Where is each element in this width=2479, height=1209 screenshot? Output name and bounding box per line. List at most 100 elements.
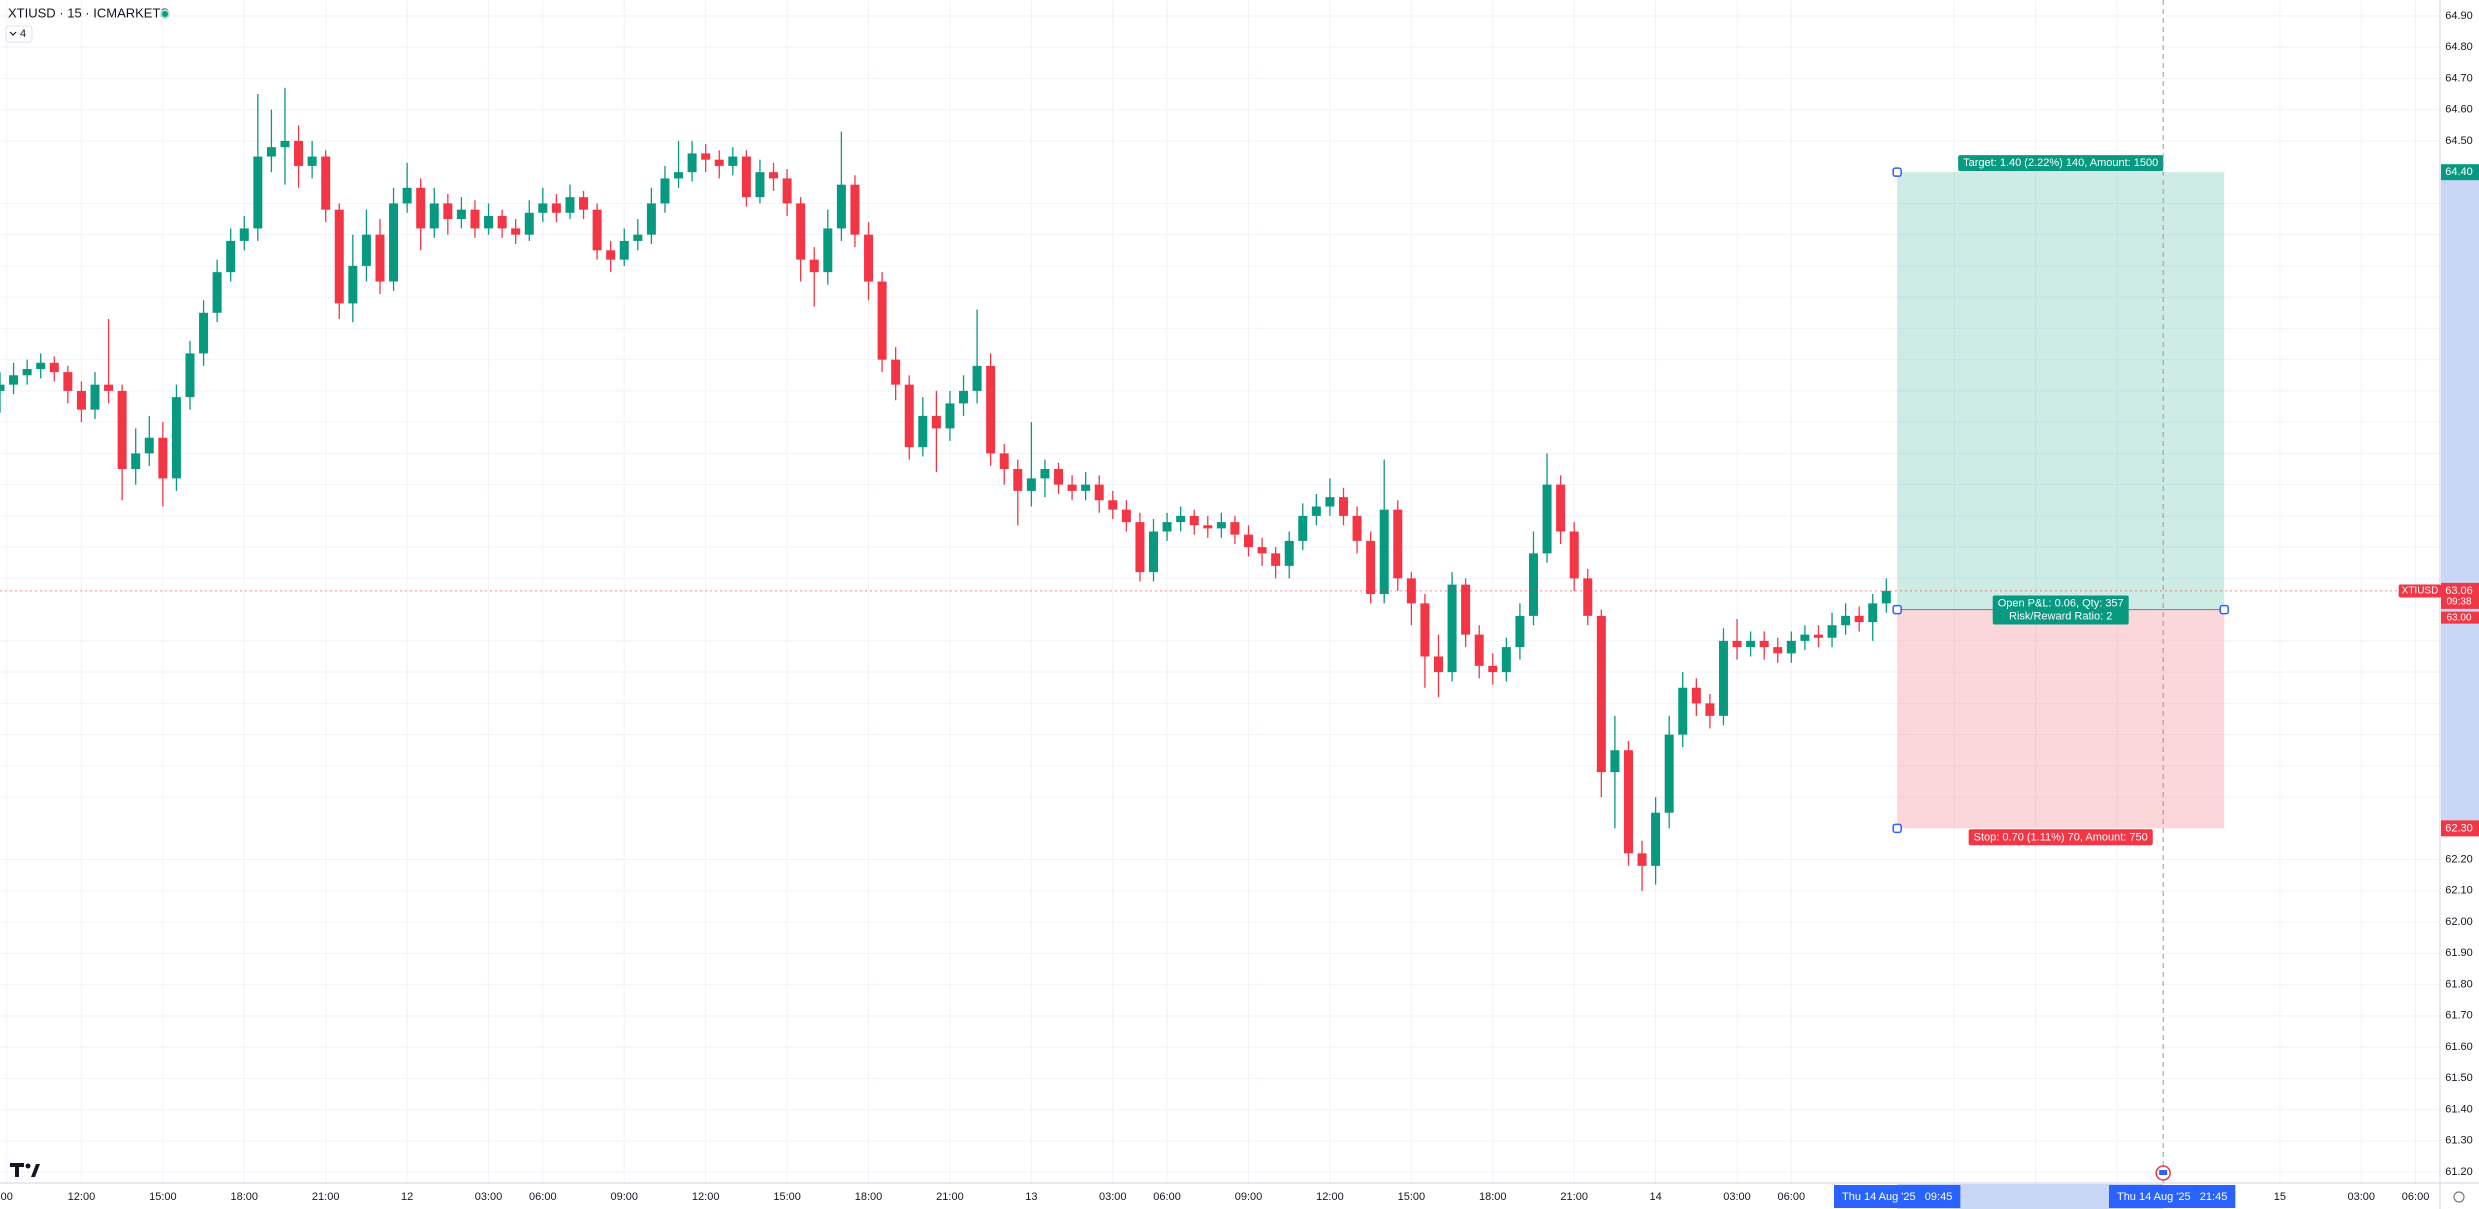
y-tick-label: 64.50	[2445, 135, 2473, 147]
y-tick-label: 61.30	[2445, 1135, 2473, 1147]
settings-icon[interactable]	[2453, 1191, 2465, 1203]
candle-body	[1827, 625, 1837, 638]
candle-body	[1311, 506, 1321, 516]
candle-body	[470, 209, 480, 229]
x-tick-label: 03:00	[1099, 1191, 1127, 1203]
candle-body	[511, 228, 521, 235]
candle-body	[701, 153, 711, 160]
y-tick-label: 64.90	[2445, 10, 2473, 22]
candle-body	[687, 153, 697, 173]
candle-body	[199, 312, 209, 354]
y-tick-label: 61.70	[2445, 1010, 2473, 1022]
candle-body	[1501, 647, 1511, 673]
candle-body	[1746, 640, 1756, 648]
candle-body	[1474, 634, 1484, 666]
candle-body	[809, 259, 819, 273]
x-tick-label: 03:00	[475, 1191, 503, 1203]
candle-body	[361, 234, 371, 266]
x-tick-label: 03:00	[2348, 1191, 2376, 1203]
candle-body	[307, 156, 317, 166]
candle-body	[1705, 703, 1715, 716]
x-tick-label: 14	[1649, 1191, 1661, 1203]
candle-body	[104, 384, 114, 391]
x-tick-label: 09:00	[610, 1191, 638, 1203]
candle-body	[1067, 484, 1077, 491]
start-time-label: Thu 14 Aug '25 09:45	[1842, 1191, 1952, 1203]
entry-price-label-bg	[2441, 611, 2479, 624]
candle-body	[714, 159, 724, 166]
candle-body	[144, 437, 154, 454]
candle-body	[1393, 509, 1403, 579]
candle-body	[1271, 553, 1281, 566]
candle-body	[1759, 640, 1769, 648]
drag-handle[interactable]	[2219, 604, 2229, 615]
candle-body	[579, 197, 589, 210]
x-tick-label: 13	[1025, 1191, 1037, 1203]
countdown-label: 09:38	[2446, 597, 2471, 608]
candle-body	[280, 140, 290, 148]
x-tick-label: 00	[1, 1191, 13, 1203]
status-dot	[162, 11, 168, 17]
candle-body	[389, 203, 399, 282]
drag-handle[interactable]	[1892, 604, 1902, 615]
candle-body	[1596, 615, 1606, 773]
target-price-label-bg	[2441, 164, 2479, 181]
candle-body	[456, 209, 466, 220]
candle-body	[1691, 687, 1701, 704]
candle-body	[782, 178, 792, 204]
candle-body	[1664, 734, 1674, 813]
candle-body	[1841, 615, 1851, 626]
candle-body	[266, 147, 276, 157]
x-tick-label: 03:00	[1723, 1191, 1751, 1203]
price-range-highlight	[2441, 172, 2479, 829]
candle-body	[36, 362, 46, 370]
drag-handle[interactable]	[1892, 823, 1902, 834]
y-tick-label: 61.80	[2445, 978, 2473, 990]
candle-body	[1610, 750, 1620, 773]
stop-price-label-bg	[2441, 820, 2479, 837]
candle-body	[1135, 522, 1145, 573]
candle-body	[1800, 634, 1810, 641]
candle-body	[1732, 640, 1742, 648]
candle-body	[497, 215, 507, 229]
event-icon-flag	[2159, 1170, 2168, 1175]
candle-body	[90, 384, 100, 410]
x-tick-label: 06:00	[1778, 1191, 1806, 1203]
candle-body	[1108, 500, 1118, 510]
candle-body	[1854, 615, 1864, 623]
candle-body	[1230, 522, 1240, 535]
time-axis-settings[interactable]	[2453, 1191, 2465, 1203]
candle-body	[538, 203, 548, 213]
candle-body	[334, 209, 344, 304]
current-price-label: 63.06	[2445, 585, 2473, 597]
candle-body	[1054, 469, 1064, 485]
crosshair-time-label-bg	[2108, 1185, 2236, 1208]
candle-body	[22, 369, 32, 376]
status-label-bg	[1992, 595, 2129, 625]
candle-body	[592, 209, 602, 251]
candle-body	[49, 362, 59, 373]
y-tick-label: 62.20	[2445, 854, 2473, 866]
candle-body	[1162, 522, 1172, 532]
y-tick-label: 61.50	[2445, 1072, 2473, 1084]
logo-part	[31, 1164, 40, 1177]
status-label: Open P&L: 0.06, Qty: 357	[1998, 598, 2124, 610]
candle-body	[1556, 484, 1566, 532]
drag-handle[interactable]	[1892, 167, 1902, 177]
candle-body	[1094, 484, 1104, 501]
candle-body	[1121, 509, 1131, 523]
indicator-toggle[interactable]	[5, 25, 33, 43]
x-tick-label: 12:00	[68, 1191, 96, 1203]
x-tick-label: 21:00	[936, 1191, 964, 1203]
candle-body	[484, 215, 494, 229]
candle-body	[877, 281, 887, 360]
candle-body	[321, 156, 331, 210]
candle-body	[796, 203, 806, 260]
candle-body	[1338, 497, 1348, 516]
stop-label: Stop: 0.70 (1.11%) 70, Amount: 750	[1974, 831, 2148, 843]
plot-area	[0, 87, 2225, 891]
x-tick-label: 15:00	[149, 1191, 177, 1203]
candle-body	[1583, 578, 1593, 616]
candle-body	[131, 453, 141, 470]
candle-body	[1026, 478, 1036, 491]
